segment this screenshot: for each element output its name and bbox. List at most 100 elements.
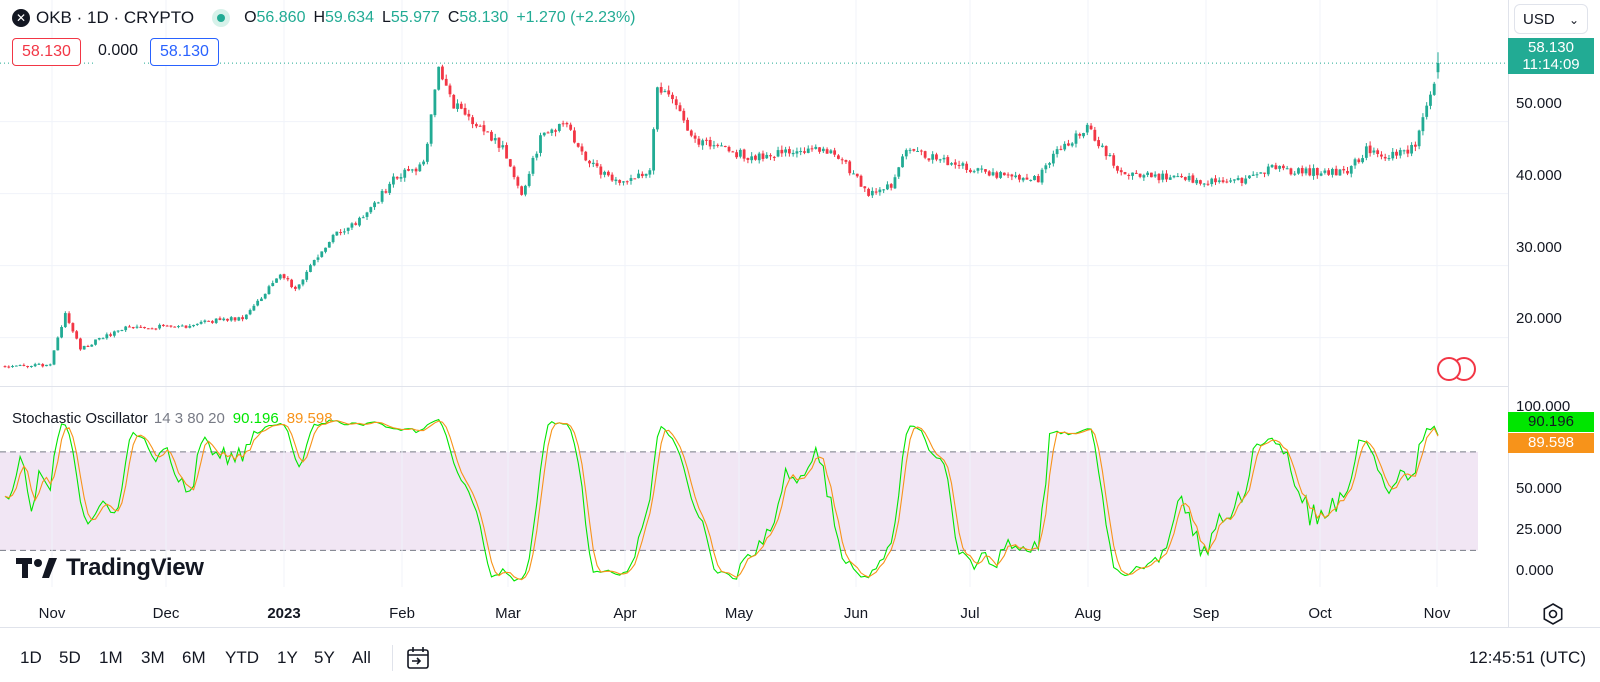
candle-body [554,130,557,132]
timeframe-3m[interactable]: 3M [141,648,165,667]
currency-label: USD [1523,11,1555,28]
candle-body [1263,172,1266,174]
candle-body [229,317,233,321]
candle-body [41,364,45,367]
candle-body [757,153,761,161]
candle-body [1300,167,1304,174]
utc-clock[interactable]: 12:45:51 (UTC) [1468,648,1586,667]
candle-body [761,153,765,159]
buy-button[interactable]: 58.130 [150,38,219,66]
candle-body [1229,180,1232,182]
stochastic-pane[interactable] [0,387,1508,587]
candle-body [376,202,380,204]
candle-body [301,279,305,285]
stoch-tick: 50.000 [1516,480,1562,497]
candle-body [818,147,821,152]
candle-body [316,257,320,260]
candle-body [3,366,7,368]
candle-body [935,154,938,160]
candle-body [803,151,806,153]
candle-body [561,123,565,125]
candle-body [207,320,211,322]
price-chart[interactable] [0,0,1508,386]
candle-body [1153,174,1157,177]
candle-body [467,113,471,117]
candle-body [456,103,459,109]
calendar-range-icon[interactable] [406,646,430,670]
candle-body [1199,180,1202,184]
candle-body [1100,145,1104,147]
chevron-down-icon: ⌄ [1568,13,1579,27]
timeframe-ytd[interactable]: YTD [225,648,259,667]
symbol-legend[interactable]: ✕ OKB · 1D · CRYPTO O56.860 H59.634 L55.… [12,6,636,30]
candle-body [671,94,674,100]
candle-body [1006,174,1010,176]
candle-body [384,191,388,193]
market-status-icon[interactable] [212,9,231,27]
candle-body [919,150,923,152]
candle-body [520,186,524,195]
candle-body [584,151,588,161]
candle-body [625,181,629,183]
tradingview-logo[interactable]: TradingView [16,553,204,583]
candle-body [1210,178,1214,185]
candle-body [678,105,682,112]
candle-body [1319,173,1323,176]
candle-body [735,152,738,158]
candle-body [1157,173,1161,181]
candle-body [1285,168,1289,170]
candle-body [610,174,614,181]
us-flag-icon[interactable] [1437,357,1461,381]
candle-body [870,190,874,196]
gear-icon[interactable] [1542,603,1564,625]
timeframe-1y[interactable]: 1Y [277,648,298,667]
stochastic-k-value: 90.196 [232,410,279,427]
sell-button[interactable]: 58.130 [12,38,81,66]
candle-body [1021,177,1025,181]
candle-body [557,123,561,131]
candle-body [531,157,535,174]
candle-body [1421,117,1425,132]
candle-body [848,161,852,174]
stochastic-legend[interactable]: Stochastic Oscillator 14 3 80 20 90.196 89.… [12,410,333,427]
candle-body [463,107,467,115]
candle-body [1244,178,1248,184]
timeframe-6m[interactable]: 6M [182,648,206,667]
candle-body [599,166,603,175]
candle-body [961,163,965,166]
candle-body [1059,148,1063,150]
timeframe-1d[interactable]: 1D [20,648,42,667]
candle-body [1131,172,1134,176]
candle-body [633,178,637,180]
candle-body [263,293,267,299]
timeframe-1m[interactable]: 1M [99,648,123,667]
candle-body [968,169,972,173]
candle-body [912,149,916,151]
candle-body [56,337,60,351]
candle-body [1138,173,1142,177]
candle-body [1278,165,1282,169]
candle-body [1165,173,1168,180]
time-axis-label: Sep [1192,605,1220,622]
candle-body [414,168,418,172]
currency-select[interactable]: USD ⌄ [1514,4,1588,34]
symbol-title[interactable]: OKB · 1D · CRYPTO [36,8,195,27]
candle-body [852,173,855,175]
candle-body [146,328,150,330]
candle-body [1429,94,1432,106]
candle-body [1406,149,1410,154]
candle-body [622,181,625,183]
pane-divider[interactable] [0,386,1508,387]
candle-body [1048,163,1051,165]
candle-body [1402,150,1406,152]
candle-body [452,94,456,109]
candle-body [1293,173,1297,175]
candle-body [105,334,109,339]
candle-body [893,177,897,189]
tradingview-wordmark: TradingView [66,554,204,581]
candle-body [938,159,942,161]
timeframe-5d[interactable]: 5D [59,648,81,667]
timeframe-5y[interactable]: 5Y [314,648,335,667]
timeframe-all[interactable]: All [352,648,371,667]
